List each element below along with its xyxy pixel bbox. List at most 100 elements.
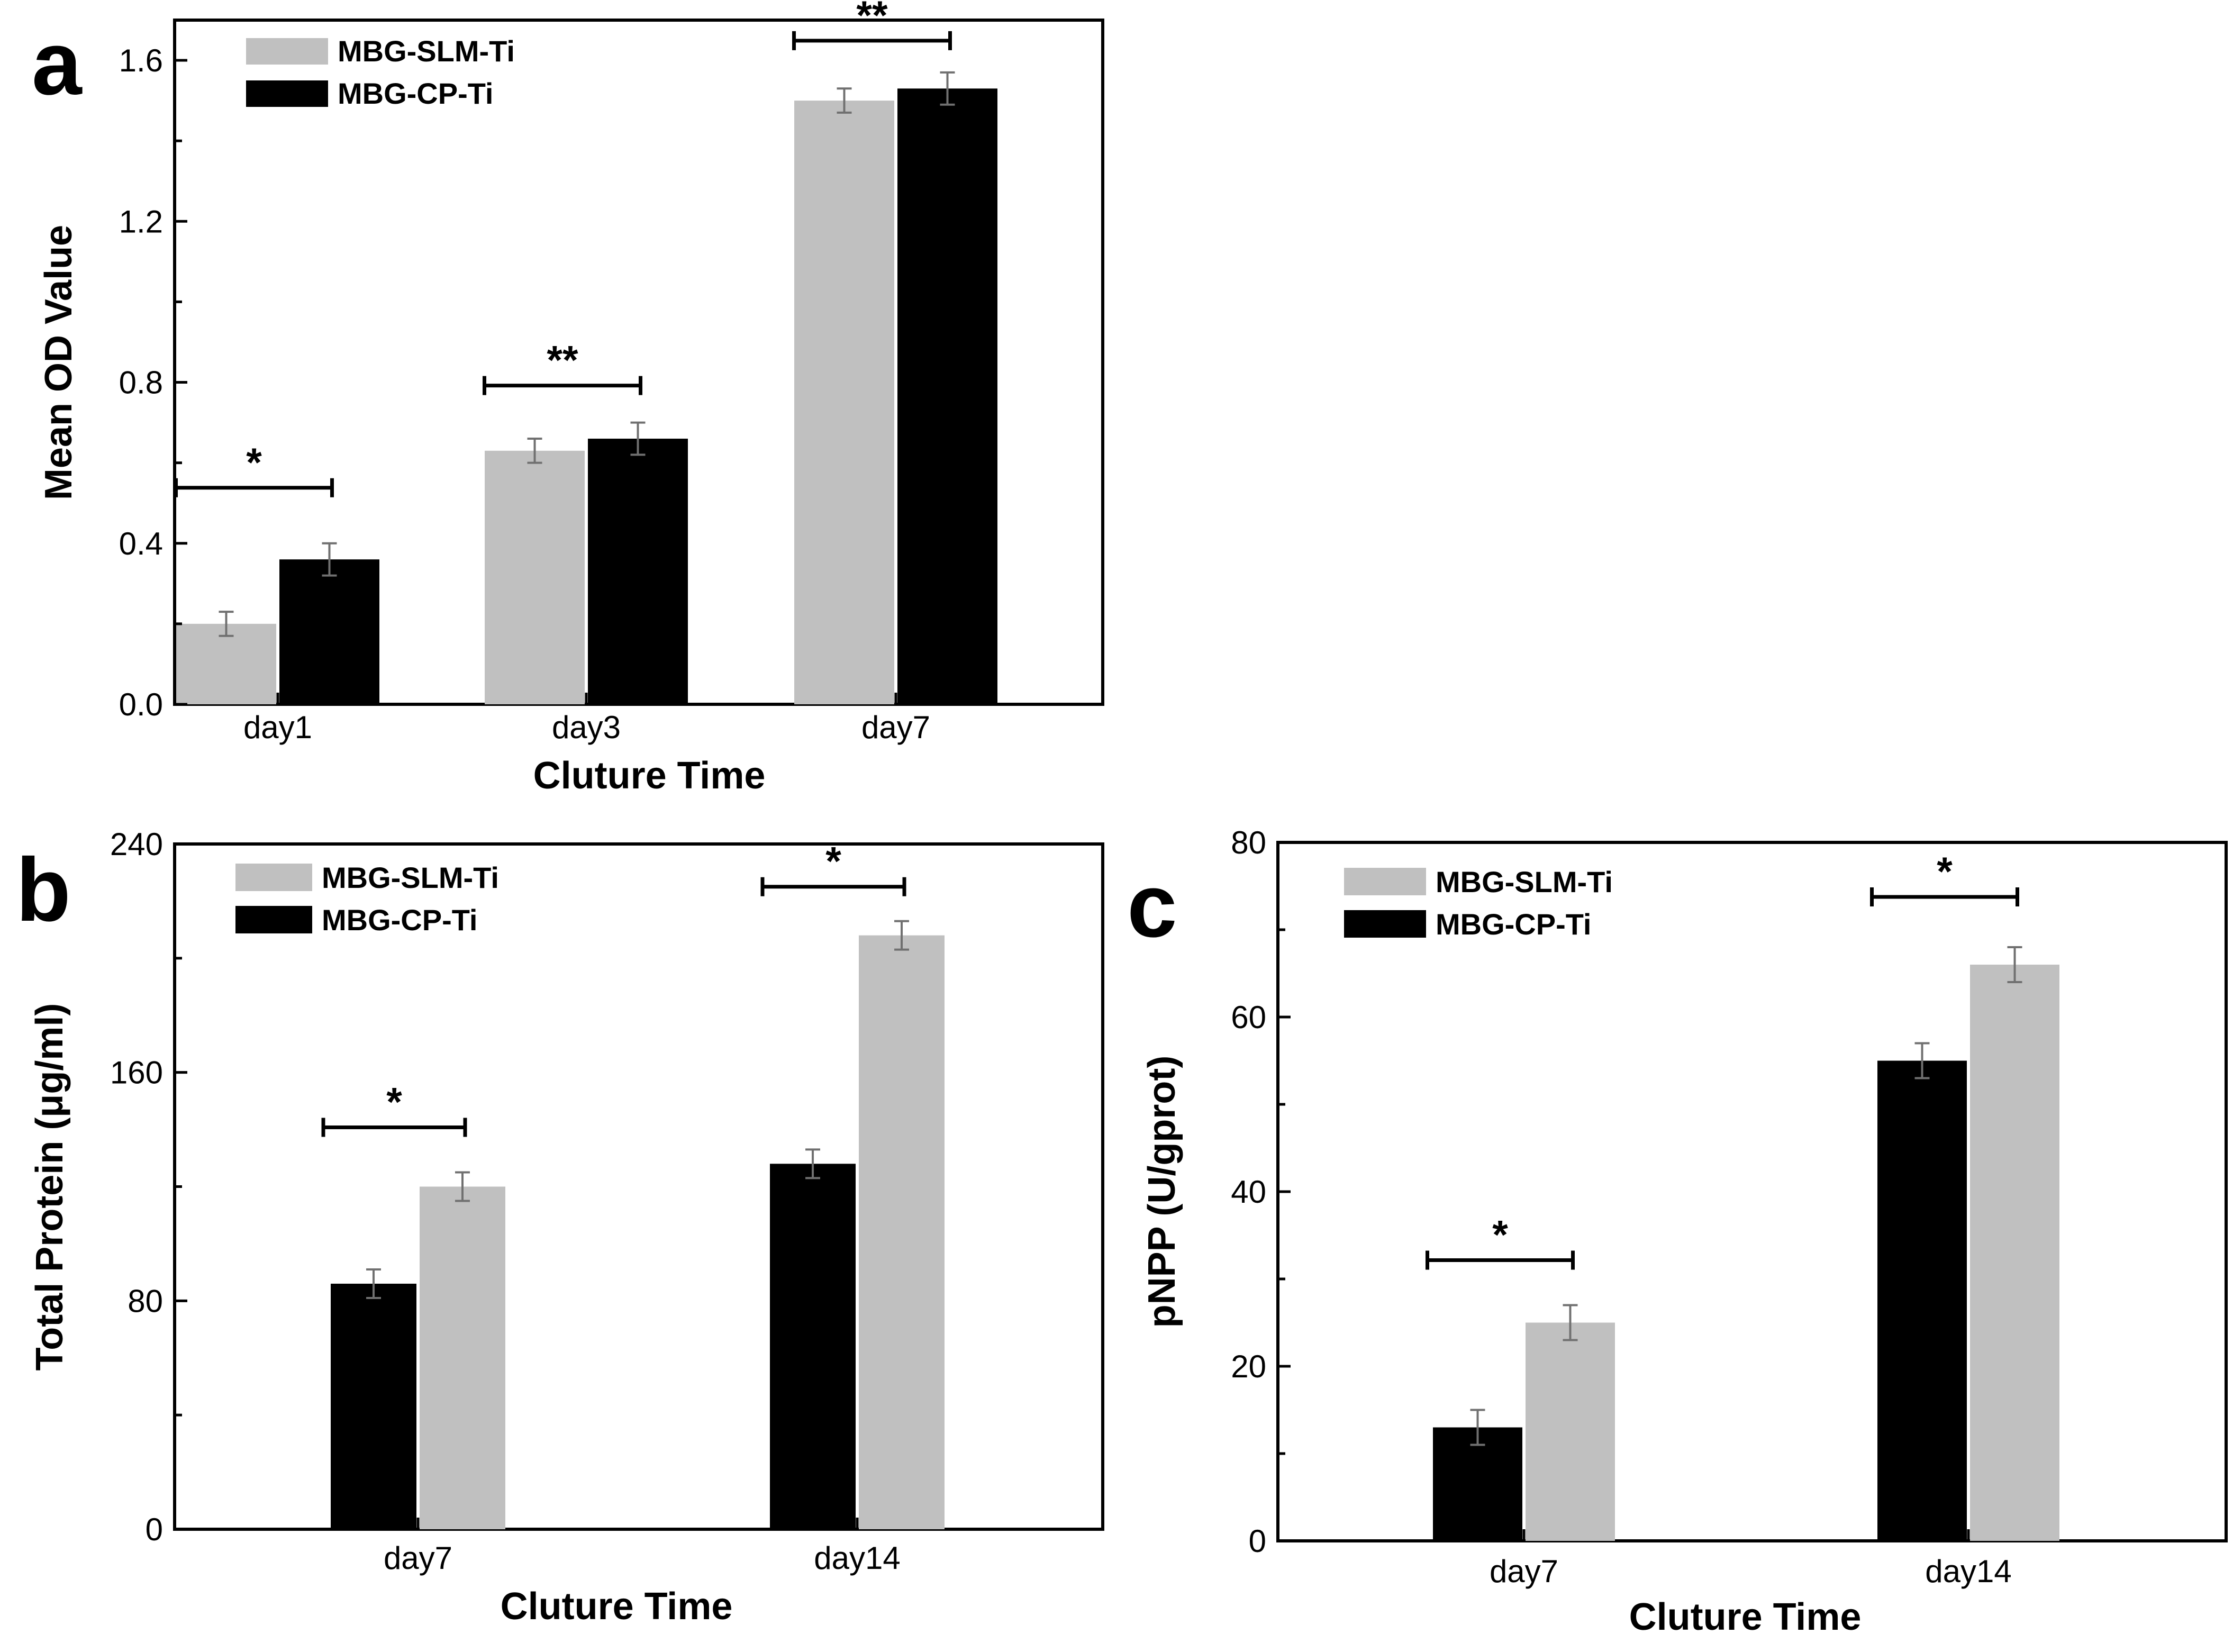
y-tick-label: 0 — [1249, 1523, 1266, 1559]
bar-mbg-slm-ti-day7 — [1526, 1322, 1615, 1541]
panel-b-error-bars — [366, 920, 909, 1299]
panel-b-y-axis: 0 80 160 240 — [110, 827, 187, 1547]
panel-c-plot-frame — [1276, 841, 2228, 1542]
y-tick-label: 240 — [110, 827, 163, 862]
x-tick-label-day14: day14 — [1925, 1554, 2011, 1589]
bar-mbg-slm-ti-day14 — [1970, 965, 2059, 1541]
y-tick-label: 1.2 — [119, 204, 163, 239]
legend-label-mbg-cp-ti: MBG-CP-Ti — [322, 903, 478, 937]
y-tick-label: 40 — [1231, 1174, 1266, 1210]
error-bar-mbg-slm-ti-day1 — [219, 611, 234, 637]
x-tick-label-day14: day14 — [814, 1540, 900, 1576]
significance-bracket — [760, 877, 906, 896]
legend-label-mbg-slm-ti: MBG-SLM-Ti — [1436, 865, 1613, 898]
panel-b-legend: MBG-SLM-Ti MBG-CP-Ti — [235, 861, 499, 937]
bar-mbg-cp-ti-day3 — [588, 439, 688, 704]
legend-swatch-mbg-cp-ti — [1344, 910, 1426, 938]
y-tick-label: 0.0 — [119, 687, 163, 722]
legend-swatch-mbg-slm-ti — [1344, 868, 1426, 895]
x-tick-label-day7: day7 — [384, 1540, 452, 1576]
bar-mbg-cp-ti-day7 — [1433, 1427, 1522, 1541]
significance-marker: * — [246, 440, 262, 485]
significance-bracket — [792, 31, 952, 50]
y-tick-label: 60 — [1231, 1000, 1266, 1035]
y-tick-label: 0.8 — [119, 365, 163, 401]
significance-marker: * — [1937, 849, 1953, 894]
panel-b-y-axis-title: Total Protein (μg/ml) — [29, 1003, 71, 1371]
x-tick-label-day7: day7 — [1490, 1554, 1558, 1589]
error-bar-mbg-cp-ti-day14 — [1914, 1042, 1930, 1079]
x-tick-label-day1: day1 — [243, 710, 312, 745]
panel-b-significance: ** — [321, 839, 906, 1137]
panel-b-plot-frame — [173, 842, 1104, 1531]
error-bar-mbg-cp-ti-day1 — [322, 542, 337, 577]
panel-b-bars — [331, 935, 945, 1529]
panel-c-x-axis-title: Cluture Time — [1629, 1596, 1862, 1638]
significance-bracket — [321, 1118, 467, 1137]
bar-mbg-cp-ti-day14 — [770, 1164, 856, 1529]
bar-mbg-slm-ti-day7 — [420, 1186, 505, 1529]
y-tick-label: 80 — [1231, 825, 1266, 860]
error-bar-mbg-cp-ti-day7 — [1470, 1409, 1485, 1446]
legend-label-mbg-slm-ti: MBG-SLM-Ti — [322, 861, 499, 894]
panel-a-x-axis-title: Cluture Time — [533, 755, 766, 797]
x-tick-label-day7: day7 — [861, 710, 930, 745]
bar-mbg-cp-ti-day7 — [897, 88, 997, 704]
panel-b-x-axis-title: Cluture Time — [501, 1585, 733, 1628]
error-bar-mbg-slm-ti-day7 — [837, 87, 852, 114]
x-tick-label-day3: day3 — [552, 710, 621, 745]
panel-a-error-bars — [219, 71, 955, 637]
significance-bracket — [483, 376, 642, 395]
error-bar-mbg-cp-ti-day7 — [366, 1268, 381, 1299]
bar-mbg-cp-ti-day1 — [279, 559, 379, 704]
panel-a-y-axis: 0.0 0.4 0.8 1.2 1.6 — [119, 43, 187, 722]
significance-bracket — [174, 478, 334, 497]
panel-c-error-bars — [1470, 946, 2022, 1446]
legend-swatch-mbg-cp-ti — [235, 906, 312, 933]
y-tick-label: 0 — [146, 1512, 163, 1547]
significance-bracket — [1870, 887, 2019, 906]
y-tick-label: 1.6 — [119, 43, 163, 78]
bar-mbg-cp-ti-day7 — [331, 1283, 416, 1529]
bar-mbg-slm-ti-day1 — [176, 623, 276, 704]
panel-a-bars — [176, 88, 997, 704]
panel-c-x-axis: day7 day14 — [1490, 1529, 2012, 1589]
y-tick-label: 160 — [110, 1055, 163, 1091]
legend-label-mbg-slm-ti: MBG-SLM-Ti — [338, 34, 515, 68]
significance-marker: * — [825, 839, 841, 884]
y-tick-label: 80 — [128, 1283, 163, 1319]
error-bar-mbg-slm-ti-day3 — [527, 438, 542, 464]
significance-bracket — [1426, 1250, 1575, 1270]
legend-swatch-mbg-cp-ti — [246, 80, 328, 107]
panel-c-legend: MBG-SLM-Ti MBG-CP-Ti — [1344, 865, 1613, 941]
panel-a-letter: a — [32, 13, 83, 114]
panel-c-significance: ** — [1426, 849, 2019, 1270]
significance-marker: * — [1492, 1213, 1508, 1258]
panel-b-x-axis: day7 day14 — [384, 1518, 901, 1576]
bar-mbg-cp-ti-day14 — [1877, 1060, 1967, 1541]
error-bar-mbg-slm-ti-day7 — [1563, 1304, 1578, 1341]
error-bar-mbg-cp-ti-day3 — [630, 421, 646, 456]
error-bar-mbg-cp-ti-day14 — [805, 1148, 820, 1179]
error-bar-mbg-slm-ti-day14 — [2007, 946, 2022, 983]
panel-c-y-axis: 0 20 40 60 80 — [1231, 825, 1291, 1559]
legend-label-mbg-cp-ti: MBG-CP-Ti — [338, 77, 494, 110]
panel-a-x-axis: day1 day3 day7 — [243, 693, 930, 745]
bar-mbg-slm-ti-day3 — [485, 450, 585, 704]
bar-mbg-slm-ti-day14 — [859, 935, 945, 1529]
bar-mbg-slm-ti-day7 — [794, 101, 894, 704]
legend-label-mbg-cp-ti: MBG-CP-Ti — [1436, 907, 1592, 941]
error-bar-mbg-slm-ti-day7 — [455, 1171, 470, 1202]
panel-a-legend: MBG-SLM-Ti MBG-CP-Ti — [246, 34, 515, 110]
significance-marker: * — [386, 1080, 402, 1125]
legend-swatch-mbg-slm-ti — [235, 864, 312, 891]
y-tick-label: 20 — [1231, 1349, 1266, 1384]
significance-marker: ** — [547, 338, 578, 383]
panel-c-bars — [1433, 965, 2059, 1541]
significance-marker: ** — [856, 0, 888, 38]
legend-swatch-mbg-slm-ti — [246, 38, 328, 65]
panel-a: a ***** 0.00.40.81.21.6 day1 day3 day7 MBG… — [32, 0, 1104, 797]
